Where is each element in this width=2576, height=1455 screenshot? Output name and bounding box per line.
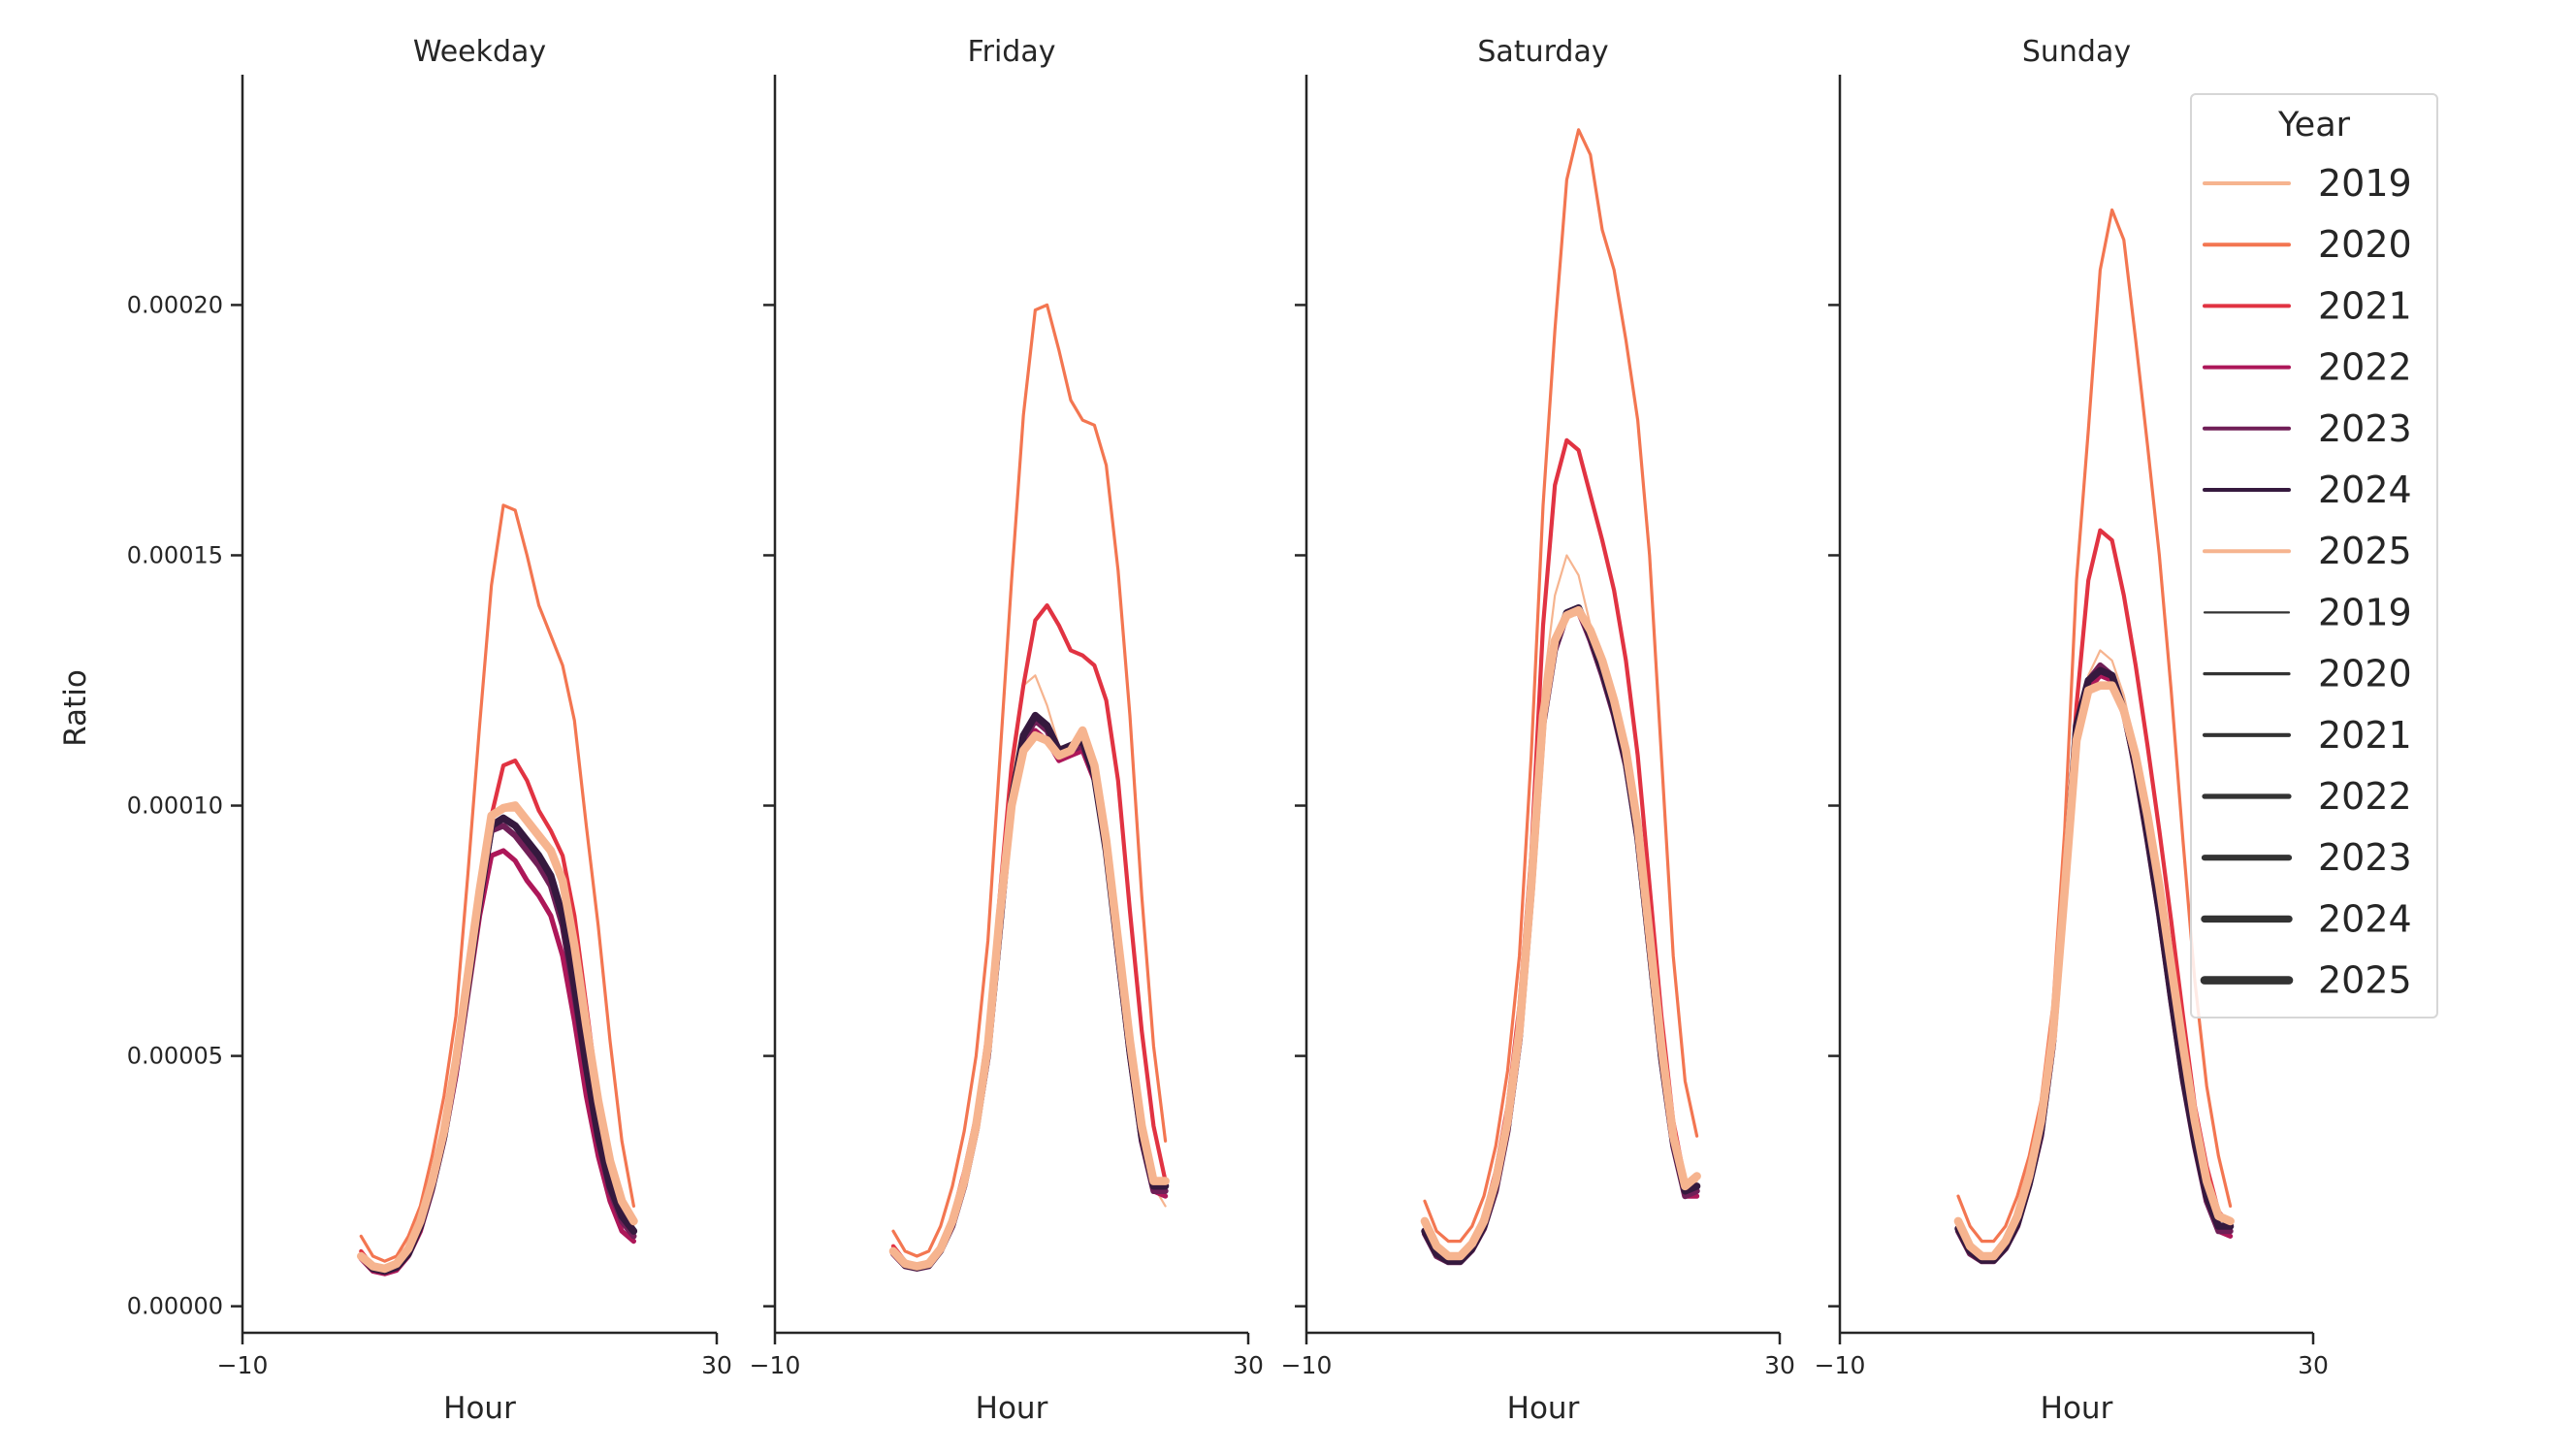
legend-label: 2021 xyxy=(2318,284,2412,327)
legend-label: 2024 xyxy=(2318,897,2412,940)
x-axis-label: Hour xyxy=(2041,1391,2113,1426)
legend-label: 2025 xyxy=(2318,959,2412,1002)
series-line-2025 xyxy=(357,801,638,1274)
legend-label: 2022 xyxy=(2318,346,2412,389)
legend-label: 2023 xyxy=(2318,836,2412,879)
legend-label: 2020 xyxy=(2318,653,2412,695)
panel-weekday: Weekday 0.00000 0.00005 0.00010 0.00015 0.000… xyxy=(58,35,732,1426)
x-tick-label: 30 xyxy=(1233,1351,1264,1379)
panel-title: Saturday xyxy=(1477,35,1608,69)
y-tick-label: 0.00010 xyxy=(127,792,223,820)
series-line-2021 xyxy=(359,759,636,1274)
x-tick-label: 30 xyxy=(1764,1351,1795,1379)
panel-title: Friday xyxy=(968,35,1056,69)
series-line-2021 xyxy=(1955,528,2233,1259)
legend-label: 2022 xyxy=(2318,775,2412,818)
panel-saturday: Saturday −10 30 Hour xyxy=(1281,35,1795,1426)
y-tick-label: 0.00020 xyxy=(127,291,223,318)
series-line-2025 xyxy=(1953,681,2235,1261)
legend-label: 2024 xyxy=(2318,469,2412,511)
series-line-2024 xyxy=(1954,666,2235,1264)
series-line-2019 xyxy=(1956,649,2232,1258)
series-line-2020 xyxy=(359,503,635,1263)
legend-label: 2023 xyxy=(2318,407,2412,450)
x-tick-label: 30 xyxy=(701,1351,732,1379)
series-line-2021 xyxy=(890,603,1168,1269)
x-tick-label: 30 xyxy=(2298,1351,2329,1379)
series-line-2024 xyxy=(1421,604,1701,1265)
legend: Year 2019 2020 2021 2022 2023 2024 2025 2019 2020… xyxy=(2190,93,2438,1018)
legend-label: 2019 xyxy=(2318,162,2412,205)
x-axis-label: Hour xyxy=(1507,1391,1580,1426)
x-axis-label: Hour xyxy=(976,1391,1048,1426)
x-tick-label: −10 xyxy=(217,1351,269,1379)
panel-title: Weekday xyxy=(413,35,546,69)
legend-label: 2019 xyxy=(2318,591,2412,633)
legend-label: 2021 xyxy=(2318,714,2412,757)
series-line-2025 xyxy=(1420,605,1701,1261)
y-tick-label: 0.00005 xyxy=(127,1043,223,1070)
panel-sunday: Sunday −10 30 Hour xyxy=(1815,35,2329,1426)
series-line-2025 xyxy=(888,726,1170,1271)
x-tick-label: −10 xyxy=(750,1351,801,1379)
y-axis-label: Ratio xyxy=(58,669,93,747)
series-line-2020 xyxy=(1956,208,2233,1244)
y-tick-label: 0.00000 xyxy=(127,1293,223,1320)
series-line-2020 xyxy=(891,303,1168,1258)
legend-label: 2020 xyxy=(2318,223,2412,266)
legend-label: 2025 xyxy=(2318,530,2412,572)
series-line-2021 xyxy=(1422,437,1699,1259)
series-line-2022 xyxy=(1955,672,2234,1264)
series-line-2020 xyxy=(1423,128,1699,1244)
x-axis-label: Hour xyxy=(443,1391,516,1426)
y-tick-label: 0.00015 xyxy=(127,541,223,568)
x-tick-label: −10 xyxy=(1815,1351,1866,1379)
x-tick-label: −10 xyxy=(1281,1351,1333,1379)
series-line-2023 xyxy=(1954,662,2234,1265)
panel-friday: Friday −10 30 Hour xyxy=(750,35,1264,1426)
legend-box xyxy=(2190,93,2438,1018)
panel-title: Sunday xyxy=(2022,35,2131,69)
legend-title: Year xyxy=(2277,106,2351,145)
